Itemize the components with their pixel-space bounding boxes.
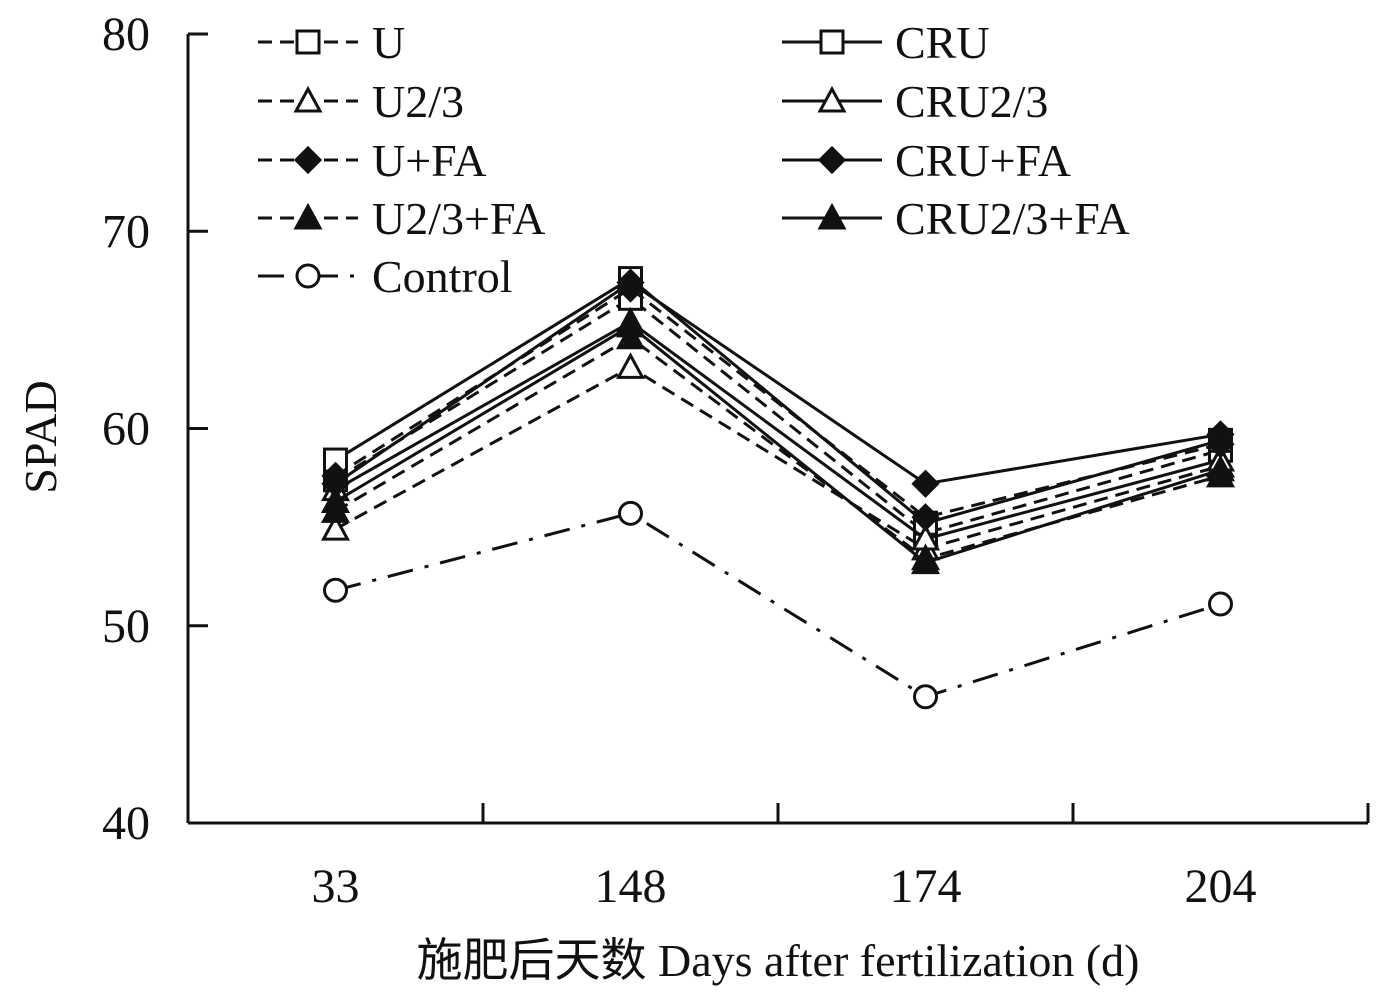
legend-item: U [258,17,405,68]
x-tick-label: 148 [595,860,667,913]
y-tick-label: 50 [102,600,150,653]
series-u [325,287,1232,544]
y-tick-label: 80 [102,8,150,61]
x-tick-label: 33 [312,860,360,913]
legend-label: CRU2/3 [895,76,1048,127]
series-line [336,288,1221,517]
legend-marker [820,148,844,172]
data-point [1210,593,1232,615]
series-line [336,326,1221,563]
y-axis-title: SPAD [15,380,66,493]
series-u2-3-fa [324,326,1233,569]
legend-item: CRU [782,17,990,68]
data-point [915,686,937,708]
x-axis-title: 施肥后天数 Days after fertilization (d) [417,935,1140,986]
x-tick-label: 204 [1185,860,1257,913]
axes [188,34,1368,823]
series-control [325,502,1232,707]
series-line [336,338,1221,559]
series-cru2-3 [324,310,1233,549]
legend-item: CRU+FA [782,135,1071,186]
legend-item: CRU2/3 [782,76,1048,127]
data-point [914,472,938,496]
x-tick-label: 174 [890,860,962,913]
y-tick-label: 60 [102,403,150,456]
legend-item: Control [258,251,513,302]
legend-marker [296,206,320,228]
legend-marker [297,31,319,53]
series-group [324,268,1233,708]
legend-label: Control [372,251,513,302]
legend-label: U2/3+FA [372,193,545,244]
legend-marker [296,89,320,111]
legend-marker [297,265,319,287]
legend-label: CRU2/3+FA [895,193,1130,244]
data-point [620,502,642,524]
legend-label: U [372,17,405,68]
y-tick-label: 40 [102,797,150,850]
legend-label: U2/3 [372,76,464,127]
legend-item: U2/3 [258,76,464,127]
legend-label: CRU [895,17,990,68]
y-tick-label: 70 [102,205,150,258]
legend-marker [821,31,843,53]
series-u-fa [324,276,1233,529]
legend-item: U2/3+FA [258,193,545,244]
series-line [336,283,1221,484]
legend-item: CRU2/3+FA [782,193,1130,244]
tick-labels: 40 50 60 70 80 33 148 174 204 [102,8,1257,913]
series-line [336,513,1221,696]
legend: U CRU U2/3 CRU2/3 U+FA CRU+FA U2/3+FA CRU2/3+FA… [258,17,1130,302]
legend-label: U+FA [372,135,487,186]
series-u2-3 [324,355,1233,558]
legend-label: CRU+FA [895,135,1071,186]
series-line [336,322,1221,539]
data-point [325,579,347,601]
data-point [619,355,643,377]
legend-item: U+FA [258,135,487,186]
series-cru2-3-fa [324,314,1233,573]
legend-marker [296,148,320,172]
